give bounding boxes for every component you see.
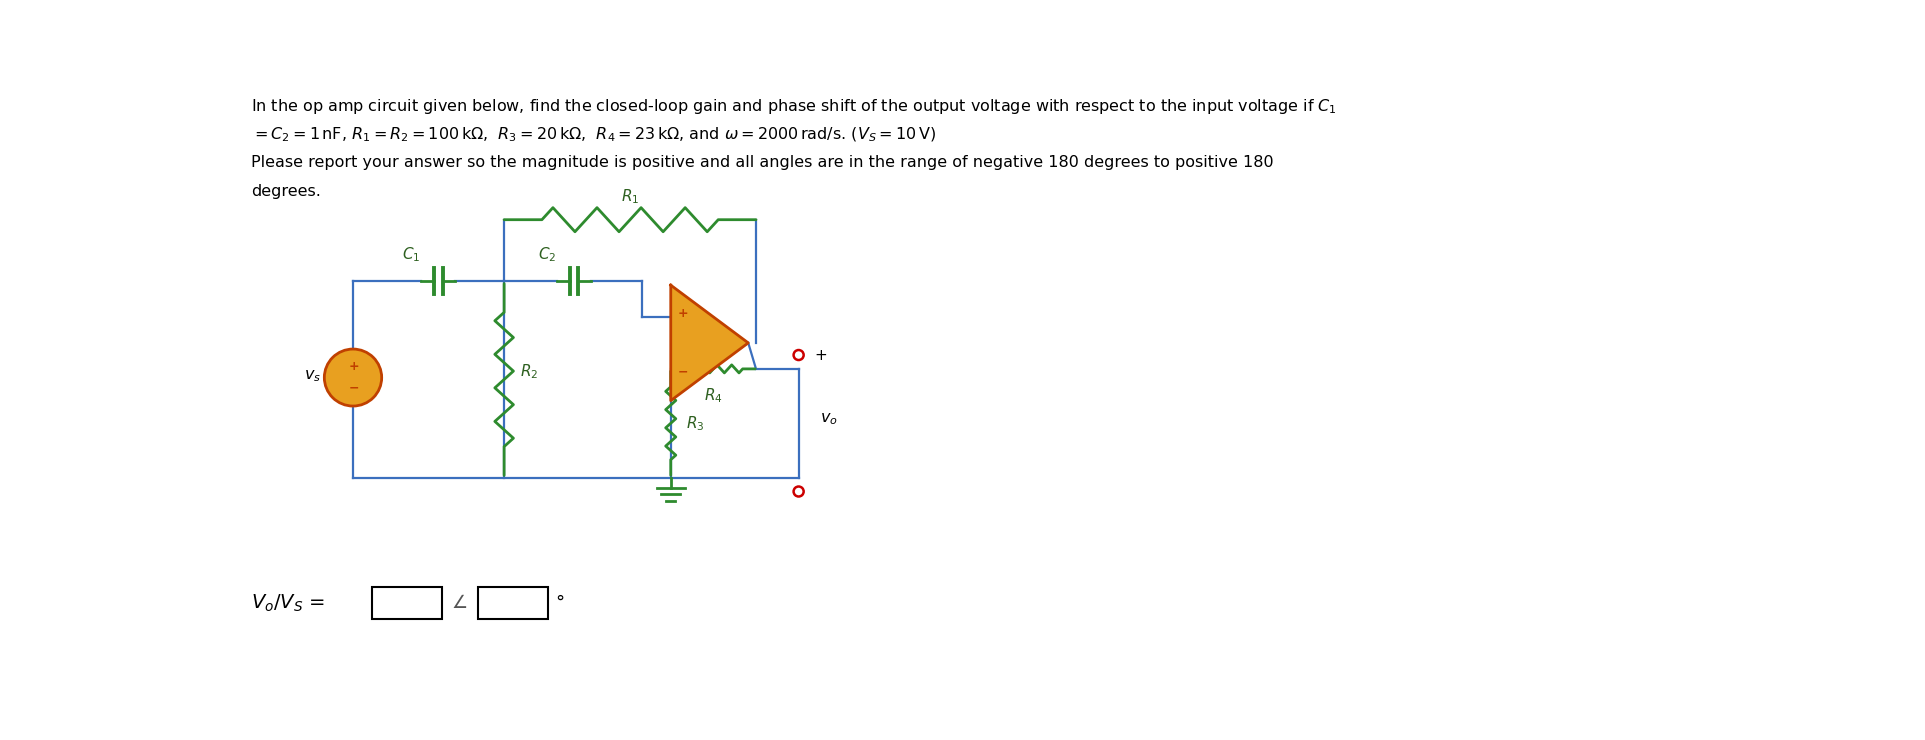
- Text: $v_s$: $v_s$: [304, 369, 321, 384]
- Text: $v_o$: $v_o$: [820, 411, 837, 427]
- Text: −: −: [678, 366, 689, 378]
- Circle shape: [323, 349, 381, 406]
- Text: $= C_2 = 1\,\mathrm{nF}$, $R_1 = R_2 = 100\,\mathrm{k}\Omega$,  $R_3 = 20\,\math: $= C_2 = 1\,\mathrm{nF}$, $R_1 = R_2 = 1…: [250, 126, 936, 144]
- Text: $C_2$: $C_2$: [537, 246, 556, 264]
- Text: +: +: [814, 348, 828, 363]
- Text: degrees.: degrees.: [250, 184, 321, 199]
- Text: +: +: [348, 360, 360, 373]
- Text: In the op amp circuit given below, find the closed-loop gain and phase shift of : In the op amp circuit given below, find …: [250, 96, 1336, 115]
- Text: +: +: [678, 307, 689, 320]
- Text: ∠: ∠: [452, 594, 468, 612]
- FancyBboxPatch shape: [477, 587, 547, 619]
- Circle shape: [793, 486, 803, 497]
- Text: $C_1$: $C_1$: [402, 246, 420, 264]
- Text: $V_o/V_S$ =: $V_o/V_S$ =: [250, 593, 325, 613]
- Text: Please report your answer so the magnitude is positive and all angles are in the: Please report your answer so the magnitu…: [250, 155, 1272, 170]
- Polygon shape: [670, 285, 749, 400]
- Text: $R_1$: $R_1$: [622, 187, 639, 206]
- Text: $R_4$: $R_4$: [705, 386, 722, 405]
- FancyBboxPatch shape: [372, 587, 443, 619]
- Text: −: −: [348, 382, 360, 395]
- Text: $R_2$: $R_2$: [520, 363, 537, 381]
- Text: $R_3$: $R_3$: [685, 414, 705, 433]
- Text: °: °: [554, 594, 564, 612]
- Circle shape: [793, 350, 803, 360]
